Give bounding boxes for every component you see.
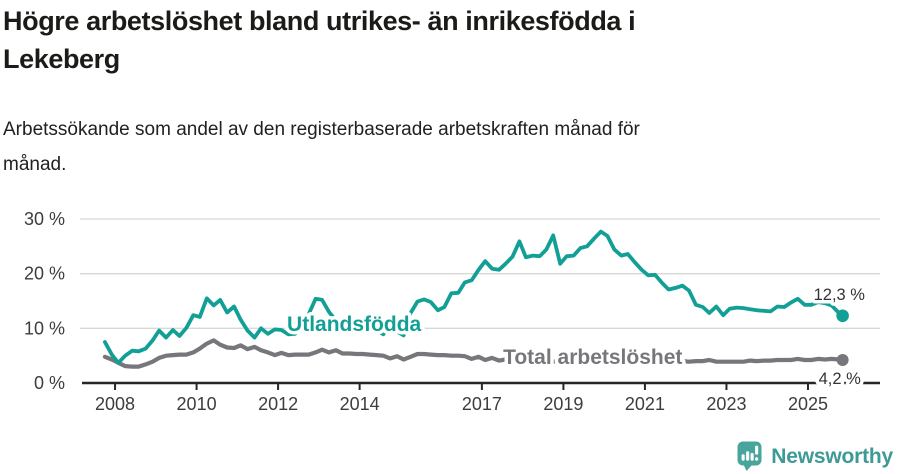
- x-tick-label: 2017: [462, 394, 502, 414]
- end-value-label: 12,3 %: [814, 286, 866, 304]
- x-tick-label: 2012: [258, 394, 298, 414]
- x-tick-label: 2025: [788, 394, 828, 414]
- x-tick-label: 2021: [625, 394, 665, 414]
- y-tick-label: 0 %: [34, 373, 65, 393]
- end-dot: [836, 354, 849, 367]
- y-tick-label: 20 %: [24, 264, 65, 284]
- x-tick-label: 2019: [543, 394, 583, 414]
- x-tick-label: 2008: [95, 394, 135, 414]
- newsworthy-logo[interactable]: Newsworthy: [737, 441, 893, 472]
- chart-subtitle-line2: månad.: [3, 154, 67, 175]
- page-title: Högre arbetslöshet bland utrikes- än inr…: [3, 2, 636, 78]
- x-tick-label: 2023: [706, 394, 746, 414]
- bar-chart-speech-bubble-icon: [737, 441, 762, 471]
- chart-subtitle-line1: Arbetssökande som andel av den registerb…: [3, 119, 640, 140]
- page-title-line1: Högre arbetslöshet bland utrikes- än inr…: [3, 6, 636, 36]
- page-title-line2: Lekeberg: [3, 44, 120, 74]
- series-label: Utlandsfödda: [287, 313, 421, 336]
- x-tick-label: 2010: [177, 394, 217, 414]
- series-label: Total arbetslöshet: [503, 346, 682, 369]
- series-line-total: [102, 338, 845, 369]
- end-dot: [836, 309, 849, 323]
- chart-subtitle: Arbetssökande som andel av den registerb…: [3, 112, 640, 182]
- x-tick-label: 2014: [340, 394, 380, 414]
- series-line-utlandsfodda: [103, 229, 845, 365]
- end-value-label: 4,2 %: [819, 370, 862, 388]
- line-chart: 2008 2010 2012 2014 2017 2019 2021 2023 2025 0 % 1…: [24, 209, 880, 414]
- y-tick-label: 30 %: [24, 209, 65, 229]
- y-tick-label: 10 %: [24, 318, 65, 338]
- brand-name: Newsworthy: [771, 444, 893, 468]
